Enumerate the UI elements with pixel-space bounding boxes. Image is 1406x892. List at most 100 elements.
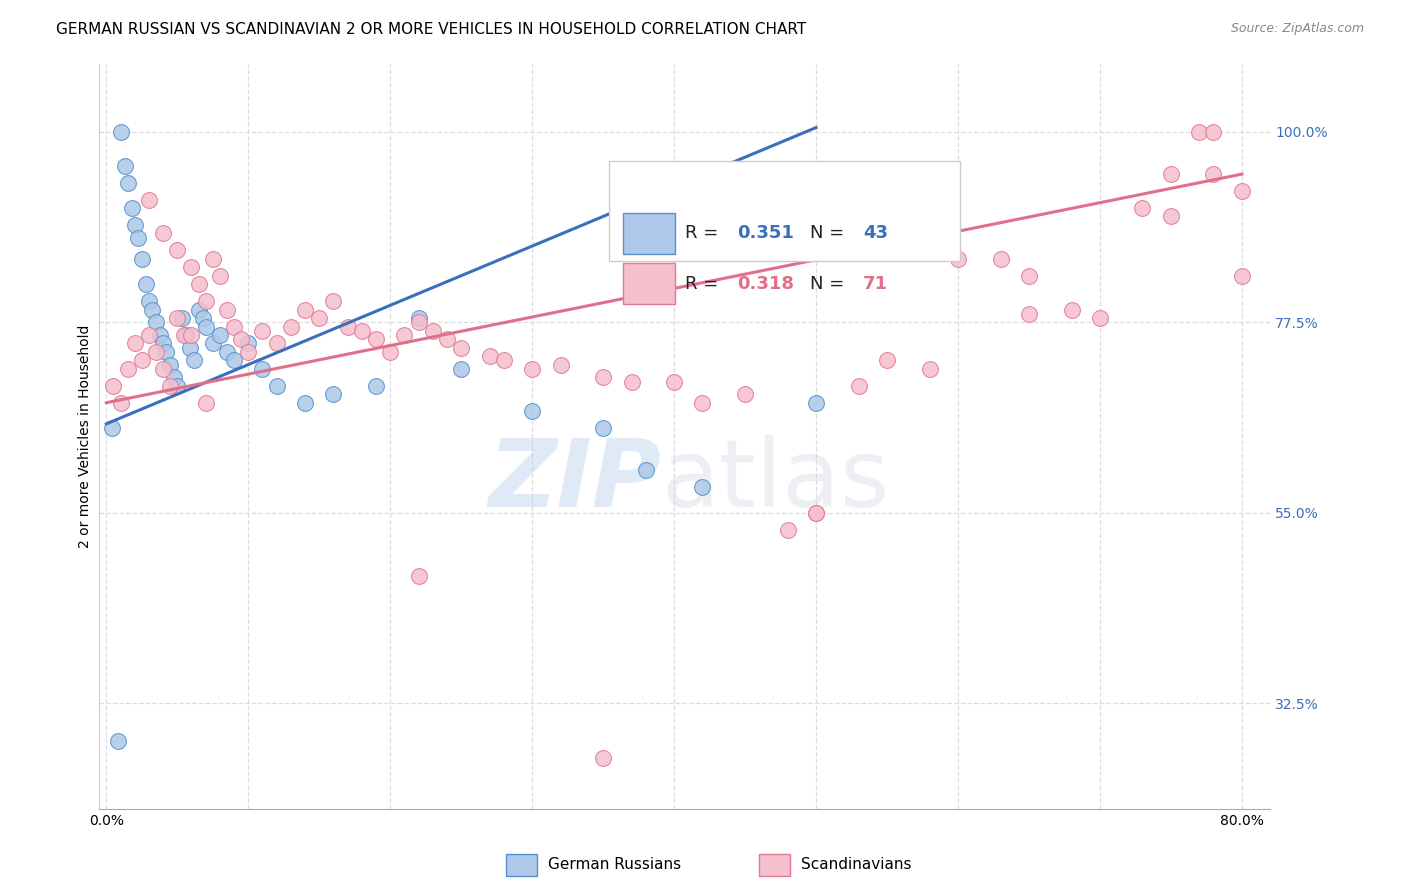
- Point: [208, 268, 231, 283]
- Point: [201, 336, 224, 351]
- Point: [1202, 125, 1225, 139]
- Point: [166, 244, 188, 258]
- Point: [492, 353, 515, 368]
- Point: [222, 319, 245, 334]
- Point: [876, 353, 898, 368]
- Text: Source: ZipAtlas.com: Source: ZipAtlas.com: [1230, 22, 1364, 36]
- Point: [149, 328, 172, 343]
- Point: [215, 302, 238, 317]
- Point: [194, 294, 217, 309]
- Point: [173, 328, 195, 343]
- Text: R =: R =: [685, 225, 724, 243]
- Point: [114, 159, 136, 173]
- Point: [131, 353, 153, 368]
- Point: [294, 302, 316, 317]
- Point: [620, 375, 643, 389]
- Point: [804, 506, 827, 520]
- Point: [152, 227, 174, 241]
- Point: [336, 319, 359, 334]
- Point: [159, 358, 181, 372]
- Point: [135, 277, 157, 292]
- Point: [350, 324, 373, 338]
- Point: [394, 328, 416, 343]
- Point: [201, 252, 224, 266]
- Point: [215, 345, 238, 359]
- Point: [322, 294, 344, 309]
- FancyBboxPatch shape: [623, 213, 675, 254]
- Point: [131, 252, 153, 266]
- Point: [550, 358, 572, 372]
- Point: [520, 361, 543, 376]
- Text: N =: N =: [810, 225, 851, 243]
- Point: [145, 345, 167, 359]
- Text: GERMAN RUSSIAN VS SCANDINAVIAN 2 OR MORE VEHICLES IN HOUSEHOLD CORRELATION CHART: GERMAN RUSSIAN VS SCANDINAVIAN 2 OR MORE…: [56, 22, 807, 37]
- Text: R =: R =: [685, 275, 724, 293]
- Point: [662, 375, 685, 389]
- Point: [804, 506, 827, 520]
- Point: [1018, 268, 1040, 283]
- Point: [280, 319, 302, 334]
- Point: [520, 404, 543, 418]
- Point: [1202, 167, 1225, 181]
- Text: 0.318: 0.318: [737, 275, 794, 293]
- Point: [138, 193, 160, 207]
- Point: [117, 176, 139, 190]
- Point: [776, 523, 799, 537]
- Point: [1018, 307, 1040, 321]
- Point: [152, 336, 174, 351]
- Point: [634, 463, 657, 477]
- Point: [848, 378, 870, 392]
- Point: [252, 324, 274, 338]
- Point: [110, 125, 132, 139]
- Point: [322, 387, 344, 401]
- Point: [170, 311, 193, 326]
- Point: [231, 332, 253, 346]
- Text: 43: 43: [863, 225, 887, 243]
- Point: [101, 421, 124, 435]
- Point: [141, 302, 163, 317]
- Point: [127, 230, 149, 244]
- Point: [592, 751, 614, 765]
- Point: [294, 395, 316, 409]
- Point: [436, 332, 458, 346]
- Point: [592, 421, 614, 435]
- Point: [804, 395, 827, 409]
- Point: [138, 328, 160, 343]
- Point: [1060, 302, 1083, 317]
- Point: [222, 353, 245, 368]
- Point: [183, 353, 205, 368]
- Point: [1160, 210, 1182, 224]
- Text: atlas: atlas: [661, 435, 890, 527]
- FancyBboxPatch shape: [609, 161, 960, 261]
- Point: [121, 201, 143, 215]
- Point: [1088, 311, 1111, 326]
- Point: [364, 332, 387, 346]
- Point: [166, 311, 188, 326]
- Point: [692, 395, 714, 409]
- Point: [450, 361, 472, 376]
- Point: [238, 336, 260, 351]
- FancyBboxPatch shape: [623, 263, 675, 304]
- Point: [110, 395, 132, 409]
- Point: [266, 378, 288, 392]
- Point: [1188, 125, 1211, 139]
- Text: ZIP: ZIP: [488, 435, 661, 527]
- Point: [163, 370, 186, 384]
- Text: N =: N =: [810, 275, 851, 293]
- Point: [152, 361, 174, 376]
- Text: German Russians: German Russians: [548, 857, 682, 872]
- Point: [380, 345, 402, 359]
- Point: [408, 311, 430, 326]
- Point: [187, 277, 209, 292]
- Point: [1230, 184, 1253, 198]
- Point: [124, 336, 146, 351]
- Point: [194, 319, 217, 334]
- Point: [1160, 167, 1182, 181]
- Point: [266, 336, 288, 351]
- Text: 71: 71: [863, 275, 887, 293]
- Point: [179, 341, 201, 355]
- Point: [408, 315, 430, 329]
- Point: [918, 361, 941, 376]
- Point: [187, 302, 209, 317]
- Y-axis label: 2 or more Vehicles in Household: 2 or more Vehicles in Household: [79, 325, 93, 549]
